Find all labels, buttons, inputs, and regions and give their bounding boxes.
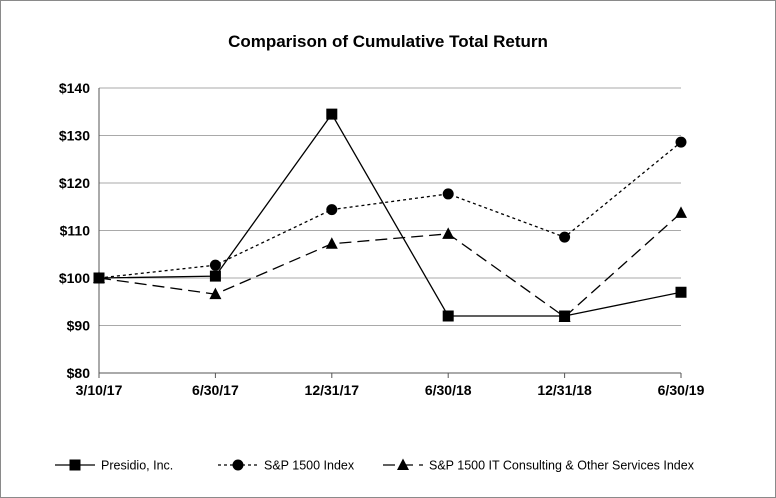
data-point [558,310,571,322]
series-group [93,108,687,322]
series-2 [93,136,687,284]
legend-label: Presidio, Inc. [101,459,173,473]
data-point [442,188,454,200]
series-line [98,112,682,317]
x-tick-label: 12/31/18 [537,382,592,398]
data-point [442,310,454,322]
series-3 [93,206,687,322]
x-tick-label: 6/30/17 [192,382,239,398]
gridlines [99,87,681,326]
x-axis-ticks: 3/10/17 6/30/17 12/31/17 6/30/18 12/31/18 6/3… [76,382,705,398]
data-point [675,286,687,298]
series-line [98,141,682,279]
legend-item: S&P 1500 IT Consulting & Other Services … [383,458,695,473]
legend-marker [232,459,244,471]
y-tick-label: $130 [59,128,90,144]
x-tick-label: 6/30/19 [658,382,705,398]
data-point [325,237,338,249]
data-point [675,136,687,148]
y-tick-label: $80 [67,365,91,381]
legend-label: S&P 1500 IT Consulting & Other Services … [429,459,695,473]
axes [98,88,682,378]
data-point [93,271,105,283]
legend-label: S&P 1500 Index [264,459,355,473]
y-tick-label: $110 [60,223,91,239]
y-axis-ticks: $80 $90 $100 $110 $120 $130 $140 [59,80,90,381]
series-1 [93,108,687,322]
y-tick-label: $100 [59,270,90,286]
data-point [675,206,687,218]
y-tick-label: $140 [59,80,90,96]
chart-title: Comparison of Cumulative Total Return [228,32,548,51]
data-point [209,259,221,271]
series-line [98,212,682,318]
y-tick-label: $120 [59,175,90,191]
data-point [326,108,338,120]
legend-item: Presidio, Inc. [55,459,173,473]
data-point [559,231,571,243]
legend-item: S&P 1500 Index [218,459,355,473]
legend-marker [69,459,81,471]
data-point [442,227,455,239]
legend-marker [397,458,409,470]
y-tick-label: $90 [67,318,91,334]
x-tick-label: 12/31/17 [305,382,360,398]
x-tick-label: 3/10/17 [76,382,123,398]
legend: Presidio, Inc. S&P 1500 Index S&P 1500 IT … [55,458,695,473]
data-point [209,270,221,282]
x-tick-label: 6/30/18 [425,382,472,398]
data-point [326,204,338,216]
data-point [209,287,222,300]
